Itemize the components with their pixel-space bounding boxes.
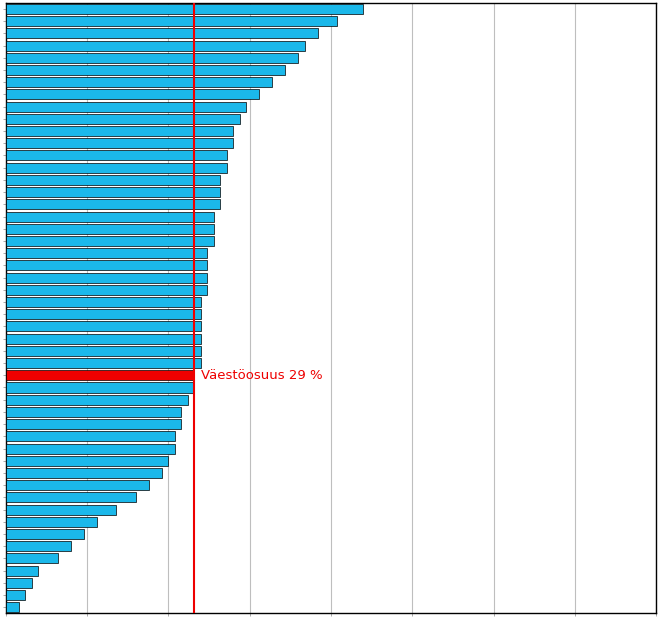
- Bar: [5, 126, 233, 136]
- Bar: [5, 480, 149, 490]
- Bar: [5, 89, 259, 100]
- Bar: [5, 456, 168, 465]
- Bar: [5, 321, 201, 331]
- Bar: [5, 492, 136, 503]
- Bar: [5, 150, 227, 160]
- Bar: [5, 529, 84, 539]
- Bar: [5, 578, 32, 588]
- Bar: [5, 395, 188, 405]
- Bar: [5, 541, 71, 552]
- Bar: [5, 566, 38, 576]
- Bar: [5, 334, 201, 344]
- Bar: [5, 272, 208, 283]
- Bar: [5, 310, 201, 319]
- Bar: [5, 248, 208, 258]
- Bar: [5, 590, 25, 600]
- Bar: [5, 212, 214, 222]
- Bar: [5, 553, 57, 563]
- Bar: [5, 223, 214, 234]
- Bar: [5, 504, 116, 514]
- Bar: [5, 383, 194, 392]
- Bar: [5, 358, 201, 368]
- Bar: [5, 346, 201, 356]
- Bar: [5, 65, 285, 75]
- Bar: [5, 163, 227, 173]
- Bar: [5, 602, 18, 612]
- Bar: [5, 4, 363, 14]
- Bar: [5, 444, 175, 454]
- Bar: [5, 187, 220, 197]
- Bar: [5, 468, 161, 478]
- Bar: [5, 53, 299, 63]
- Bar: [5, 77, 272, 87]
- Bar: [5, 261, 208, 271]
- Bar: [5, 28, 318, 38]
- Bar: [5, 236, 214, 246]
- Bar: [5, 517, 97, 527]
- Bar: [5, 431, 175, 441]
- Bar: [5, 175, 220, 185]
- Bar: [5, 138, 233, 148]
- Bar: [5, 16, 337, 26]
- Bar: [5, 407, 181, 417]
- Bar: [5, 419, 181, 429]
- Bar: [5, 285, 208, 295]
- Bar: [5, 102, 246, 111]
- Bar: [5, 40, 305, 51]
- Bar: [5, 114, 240, 124]
- Text: Väestöosuus 29 %: Väestöosuus 29 %: [201, 369, 322, 382]
- Bar: [5, 199, 220, 209]
- Bar: [5, 297, 201, 307]
- Bar: [5, 370, 194, 380]
